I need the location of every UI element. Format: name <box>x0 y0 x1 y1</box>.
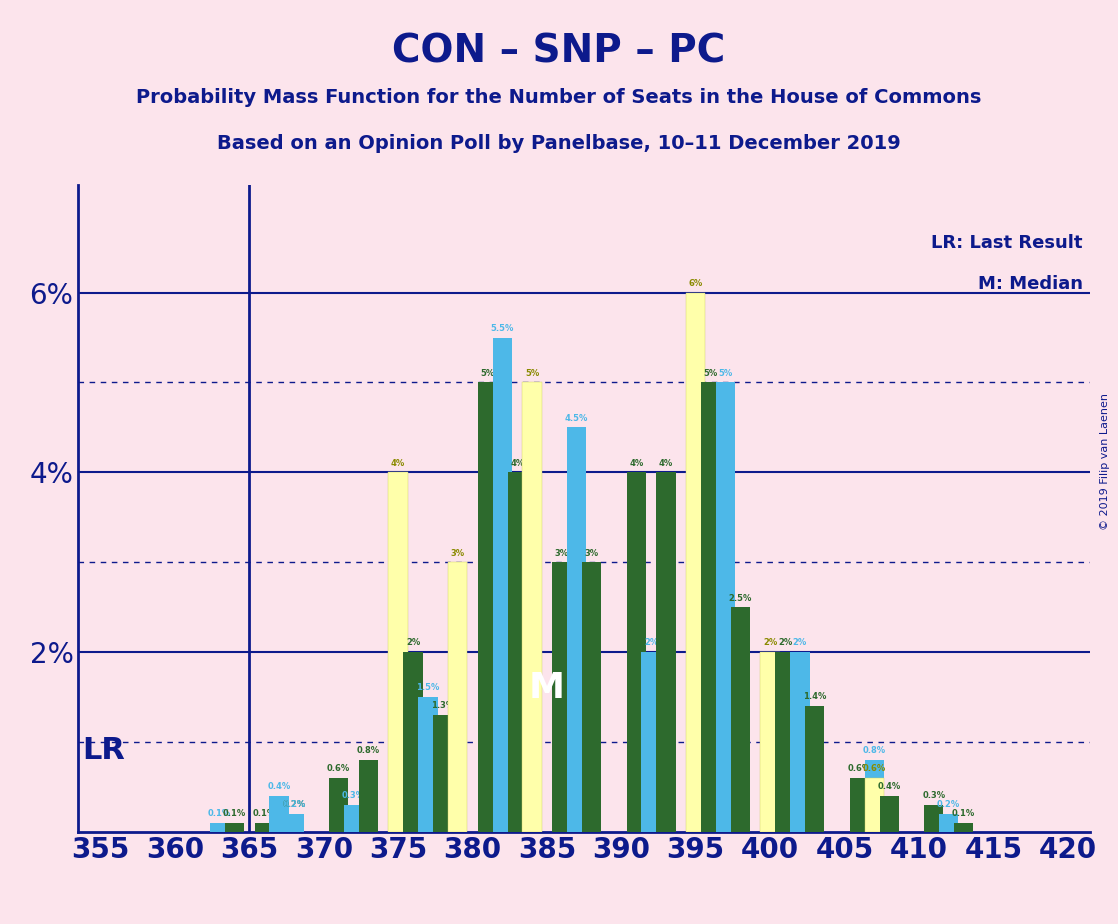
Bar <box>493 337 512 832</box>
Text: M: Median: M: Median <box>977 274 1082 293</box>
Text: 0.6%: 0.6% <box>863 764 885 773</box>
Bar <box>448 562 467 832</box>
Bar <box>567 427 586 832</box>
Text: 3%: 3% <box>585 549 598 557</box>
Text: Probability Mass Function for the Number of Seats in the House of Commons: Probability Mass Function for the Number… <box>136 88 982 107</box>
Bar <box>433 715 453 832</box>
Bar <box>404 652 423 832</box>
Text: Based on an Opinion Poll by Panelbase, 10–11 December 2019: Based on an Opinion Poll by Panelbase, 1… <box>217 134 901 153</box>
Text: 0.2%: 0.2% <box>283 800 305 809</box>
Bar <box>626 472 646 832</box>
Text: 5%: 5% <box>719 369 732 378</box>
Text: 6%: 6% <box>689 279 703 288</box>
Text: 0.6%: 0.6% <box>847 764 871 773</box>
Text: 2%: 2% <box>793 638 807 648</box>
Text: 0.1%: 0.1% <box>208 809 231 818</box>
Bar <box>776 652 795 832</box>
Text: © 2019 Filip van Laenen: © 2019 Filip van Laenen <box>1100 394 1109 530</box>
Text: 0.2%: 0.2% <box>937 800 960 809</box>
Text: 0.4%: 0.4% <box>878 783 901 791</box>
Text: 4%: 4% <box>510 459 524 468</box>
Bar <box>582 562 601 832</box>
Text: 4.5%: 4.5% <box>565 414 588 423</box>
Bar <box>552 562 571 832</box>
Bar <box>880 796 899 832</box>
Text: CON – SNP – PC: CON – SNP – PC <box>392 32 726 70</box>
Text: 2%: 2% <box>762 638 777 648</box>
Text: 4%: 4% <box>629 459 643 468</box>
Text: 4%: 4% <box>659 459 673 468</box>
Bar <box>418 697 437 832</box>
Bar <box>329 778 349 832</box>
Bar <box>642 652 661 832</box>
Text: 0.8%: 0.8% <box>863 747 885 755</box>
Text: 0.1%: 0.1% <box>253 809 276 818</box>
Bar <box>686 293 705 832</box>
Text: 0.1%: 0.1% <box>222 809 246 818</box>
Bar <box>508 472 527 832</box>
Text: 0.6%: 0.6% <box>328 764 350 773</box>
Bar <box>760 652 780 832</box>
Text: 0.1%: 0.1% <box>951 809 975 818</box>
Bar <box>359 760 378 832</box>
Bar <box>656 472 675 832</box>
Bar <box>701 383 720 832</box>
Bar <box>850 778 869 832</box>
Text: 1.4%: 1.4% <box>803 692 826 701</box>
Bar <box>284 814 304 832</box>
Text: LR: Last Result: LR: Last Result <box>931 234 1082 252</box>
Text: 0.4%: 0.4% <box>267 783 291 791</box>
Bar <box>388 472 408 832</box>
Text: LR: LR <box>83 736 125 765</box>
Bar <box>731 607 750 832</box>
Text: 5%: 5% <box>481 369 494 378</box>
Bar <box>805 706 824 832</box>
Bar <box>864 760 884 832</box>
Text: 2.5%: 2.5% <box>729 593 752 602</box>
Text: 0.2%: 0.2% <box>283 800 305 809</box>
Text: 2%: 2% <box>778 638 793 648</box>
Bar <box>954 822 974 832</box>
Text: 1.5%: 1.5% <box>416 684 439 692</box>
Bar <box>255 822 274 832</box>
Bar <box>925 805 944 832</box>
Text: 0.3%: 0.3% <box>922 791 946 800</box>
Text: M: M <box>529 671 565 705</box>
Text: 0.3%: 0.3% <box>342 791 366 800</box>
Text: 2%: 2% <box>644 638 659 648</box>
Bar <box>864 778 884 832</box>
Text: 2%: 2% <box>406 638 420 648</box>
Text: 3%: 3% <box>451 549 465 557</box>
Bar <box>210 822 229 832</box>
Bar <box>477 383 498 832</box>
Bar <box>225 822 244 832</box>
Text: 3%: 3% <box>555 549 569 557</box>
Text: 0.8%: 0.8% <box>357 747 380 755</box>
Text: 5.5%: 5.5% <box>491 324 514 333</box>
Bar <box>284 814 304 832</box>
Text: 1.3%: 1.3% <box>432 701 454 711</box>
Bar <box>269 796 288 832</box>
Text: 5%: 5% <box>703 369 718 378</box>
Bar <box>790 652 809 832</box>
Bar <box>939 814 958 832</box>
Text: 4%: 4% <box>391 459 406 468</box>
Text: 5%: 5% <box>525 369 539 378</box>
Bar <box>716 383 736 832</box>
Bar <box>522 383 542 832</box>
Bar <box>344 805 363 832</box>
